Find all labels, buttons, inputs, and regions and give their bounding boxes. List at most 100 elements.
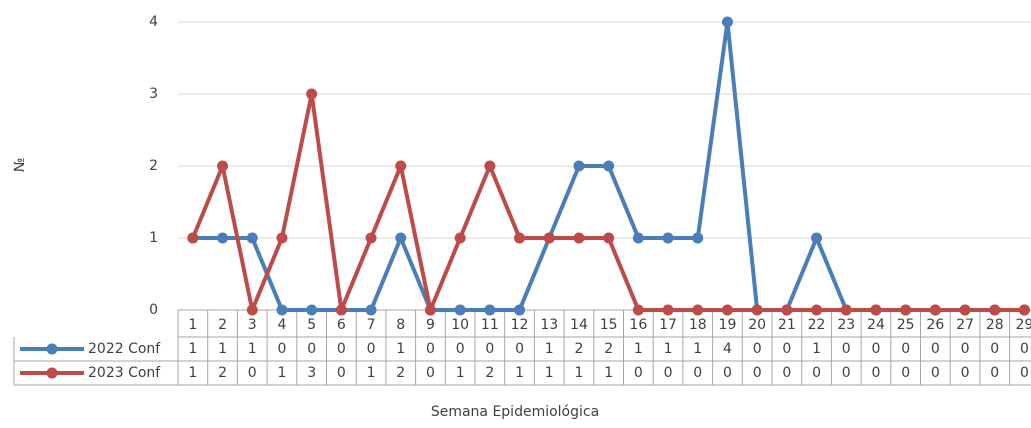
table-value: 0 <box>871 341 880 357</box>
legend-marker <box>46 367 58 379</box>
table-value: 0 <box>842 341 851 357</box>
data-point <box>929 304 941 316</box>
table-value: 1 <box>515 365 524 381</box>
x-tick-label: 28 <box>986 317 1004 333</box>
x-tick-label: 6 <box>337 317 346 333</box>
data-point <box>514 304 526 316</box>
x-tick-label: 23 <box>837 317 855 333</box>
x-tick-label: 11 <box>481 317 499 333</box>
table-value: 1 <box>188 341 197 357</box>
table-value: 1 <box>574 365 583 381</box>
table-value: 1 <box>664 341 673 357</box>
table-value: 0 <box>456 341 465 357</box>
data-point <box>870 304 882 316</box>
x-tick-label: 15 <box>600 317 618 333</box>
x-tick-label: 24 <box>867 317 885 333</box>
table-value: 0 <box>753 341 762 357</box>
data-point <box>365 232 377 244</box>
table-value: 0 <box>990 365 999 381</box>
data-point <box>662 232 674 244</box>
x-tick-label: 17 <box>659 317 677 333</box>
table-value: 1 <box>456 365 465 381</box>
x-tick-label: 10 <box>451 317 469 333</box>
data-point <box>721 16 733 28</box>
table-value: 2 <box>574 341 583 357</box>
y-tick-label: 3 <box>149 86 158 102</box>
data-point <box>573 160 585 172</box>
y-tick-label: 0 <box>149 302 158 318</box>
data-point <box>306 304 318 316</box>
table-value: 0 <box>931 365 940 381</box>
series-line <box>191 92 1025 312</box>
x-tick-label: 29 <box>1016 317 1031 333</box>
data-point <box>573 232 585 244</box>
x-tick-label: 3 <box>248 317 257 333</box>
table-value: 0 <box>693 365 702 381</box>
table-value: 0 <box>990 341 999 357</box>
data-point <box>187 232 199 244</box>
x-tick-label: 8 <box>396 317 405 333</box>
data-point <box>811 232 823 244</box>
data-point <box>632 304 644 316</box>
table-value: 2 <box>485 365 494 381</box>
data-point <box>424 304 436 316</box>
data-point <box>543 232 555 244</box>
x-tick-label: 16 <box>629 317 647 333</box>
table-value: 0 <box>367 341 376 357</box>
x-tick-label: 7 <box>367 317 376 333</box>
table-value: 1 <box>545 365 554 381</box>
data-point <box>662 304 674 316</box>
data-point <box>454 304 466 316</box>
table-value: 0 <box>307 341 316 357</box>
data-point <box>276 304 288 316</box>
table-value: 0 <box>248 365 257 381</box>
x-tick-label: 26 <box>926 317 944 333</box>
x-tick-label: 9 <box>426 317 435 333</box>
data-point <box>217 232 229 244</box>
table-value: 1 <box>218 341 227 357</box>
table-value: 0 <box>426 365 435 381</box>
x-tick-label: 14 <box>570 317 588 333</box>
x-tick-label: 13 <box>540 317 558 333</box>
data-point <box>900 304 912 316</box>
x-tick-label: 20 <box>748 317 766 333</box>
data-point <box>395 232 407 244</box>
table-value: 1 <box>812 341 821 357</box>
table-value: 0 <box>901 365 910 381</box>
y-tick-label: 2 <box>149 158 158 174</box>
data-point <box>1018 304 1030 316</box>
legend-label: 2023 Conf <box>88 365 161 381</box>
table-value: 2 <box>396 365 405 381</box>
table-value: 1 <box>367 365 376 381</box>
x-tick-label: 25 <box>897 317 915 333</box>
x-tick-label: 4 <box>277 317 286 333</box>
table-value: 0 <box>753 365 762 381</box>
legend-label: 2022 Conf <box>88 341 161 357</box>
data-point <box>365 304 377 316</box>
data-point <box>276 232 288 244</box>
x-tick-label: 2 <box>218 317 227 333</box>
table-value: 1 <box>188 365 197 381</box>
table-value: 0 <box>901 341 910 357</box>
table-value: 0 <box>337 341 346 357</box>
data-point <box>692 232 704 244</box>
table-value: 0 <box>782 341 791 357</box>
data-point <box>306 88 318 100</box>
data-point <box>484 304 496 316</box>
table-value: 1 <box>604 365 613 381</box>
data-point <box>781 304 793 316</box>
table-value: 0 <box>277 341 286 357</box>
table-value: 0 <box>931 341 940 357</box>
data-point <box>395 160 407 172</box>
data-point <box>840 304 852 316</box>
data-point <box>335 304 347 316</box>
data-point <box>246 232 258 244</box>
table-value: 0 <box>485 341 494 357</box>
x-tick-label: 12 <box>511 317 529 333</box>
data-point <box>217 160 229 172</box>
table-value: 2 <box>604 341 613 357</box>
table-value: 3 <box>307 365 316 381</box>
table-value: 0 <box>961 341 970 357</box>
table-value: 4 <box>723 341 732 357</box>
